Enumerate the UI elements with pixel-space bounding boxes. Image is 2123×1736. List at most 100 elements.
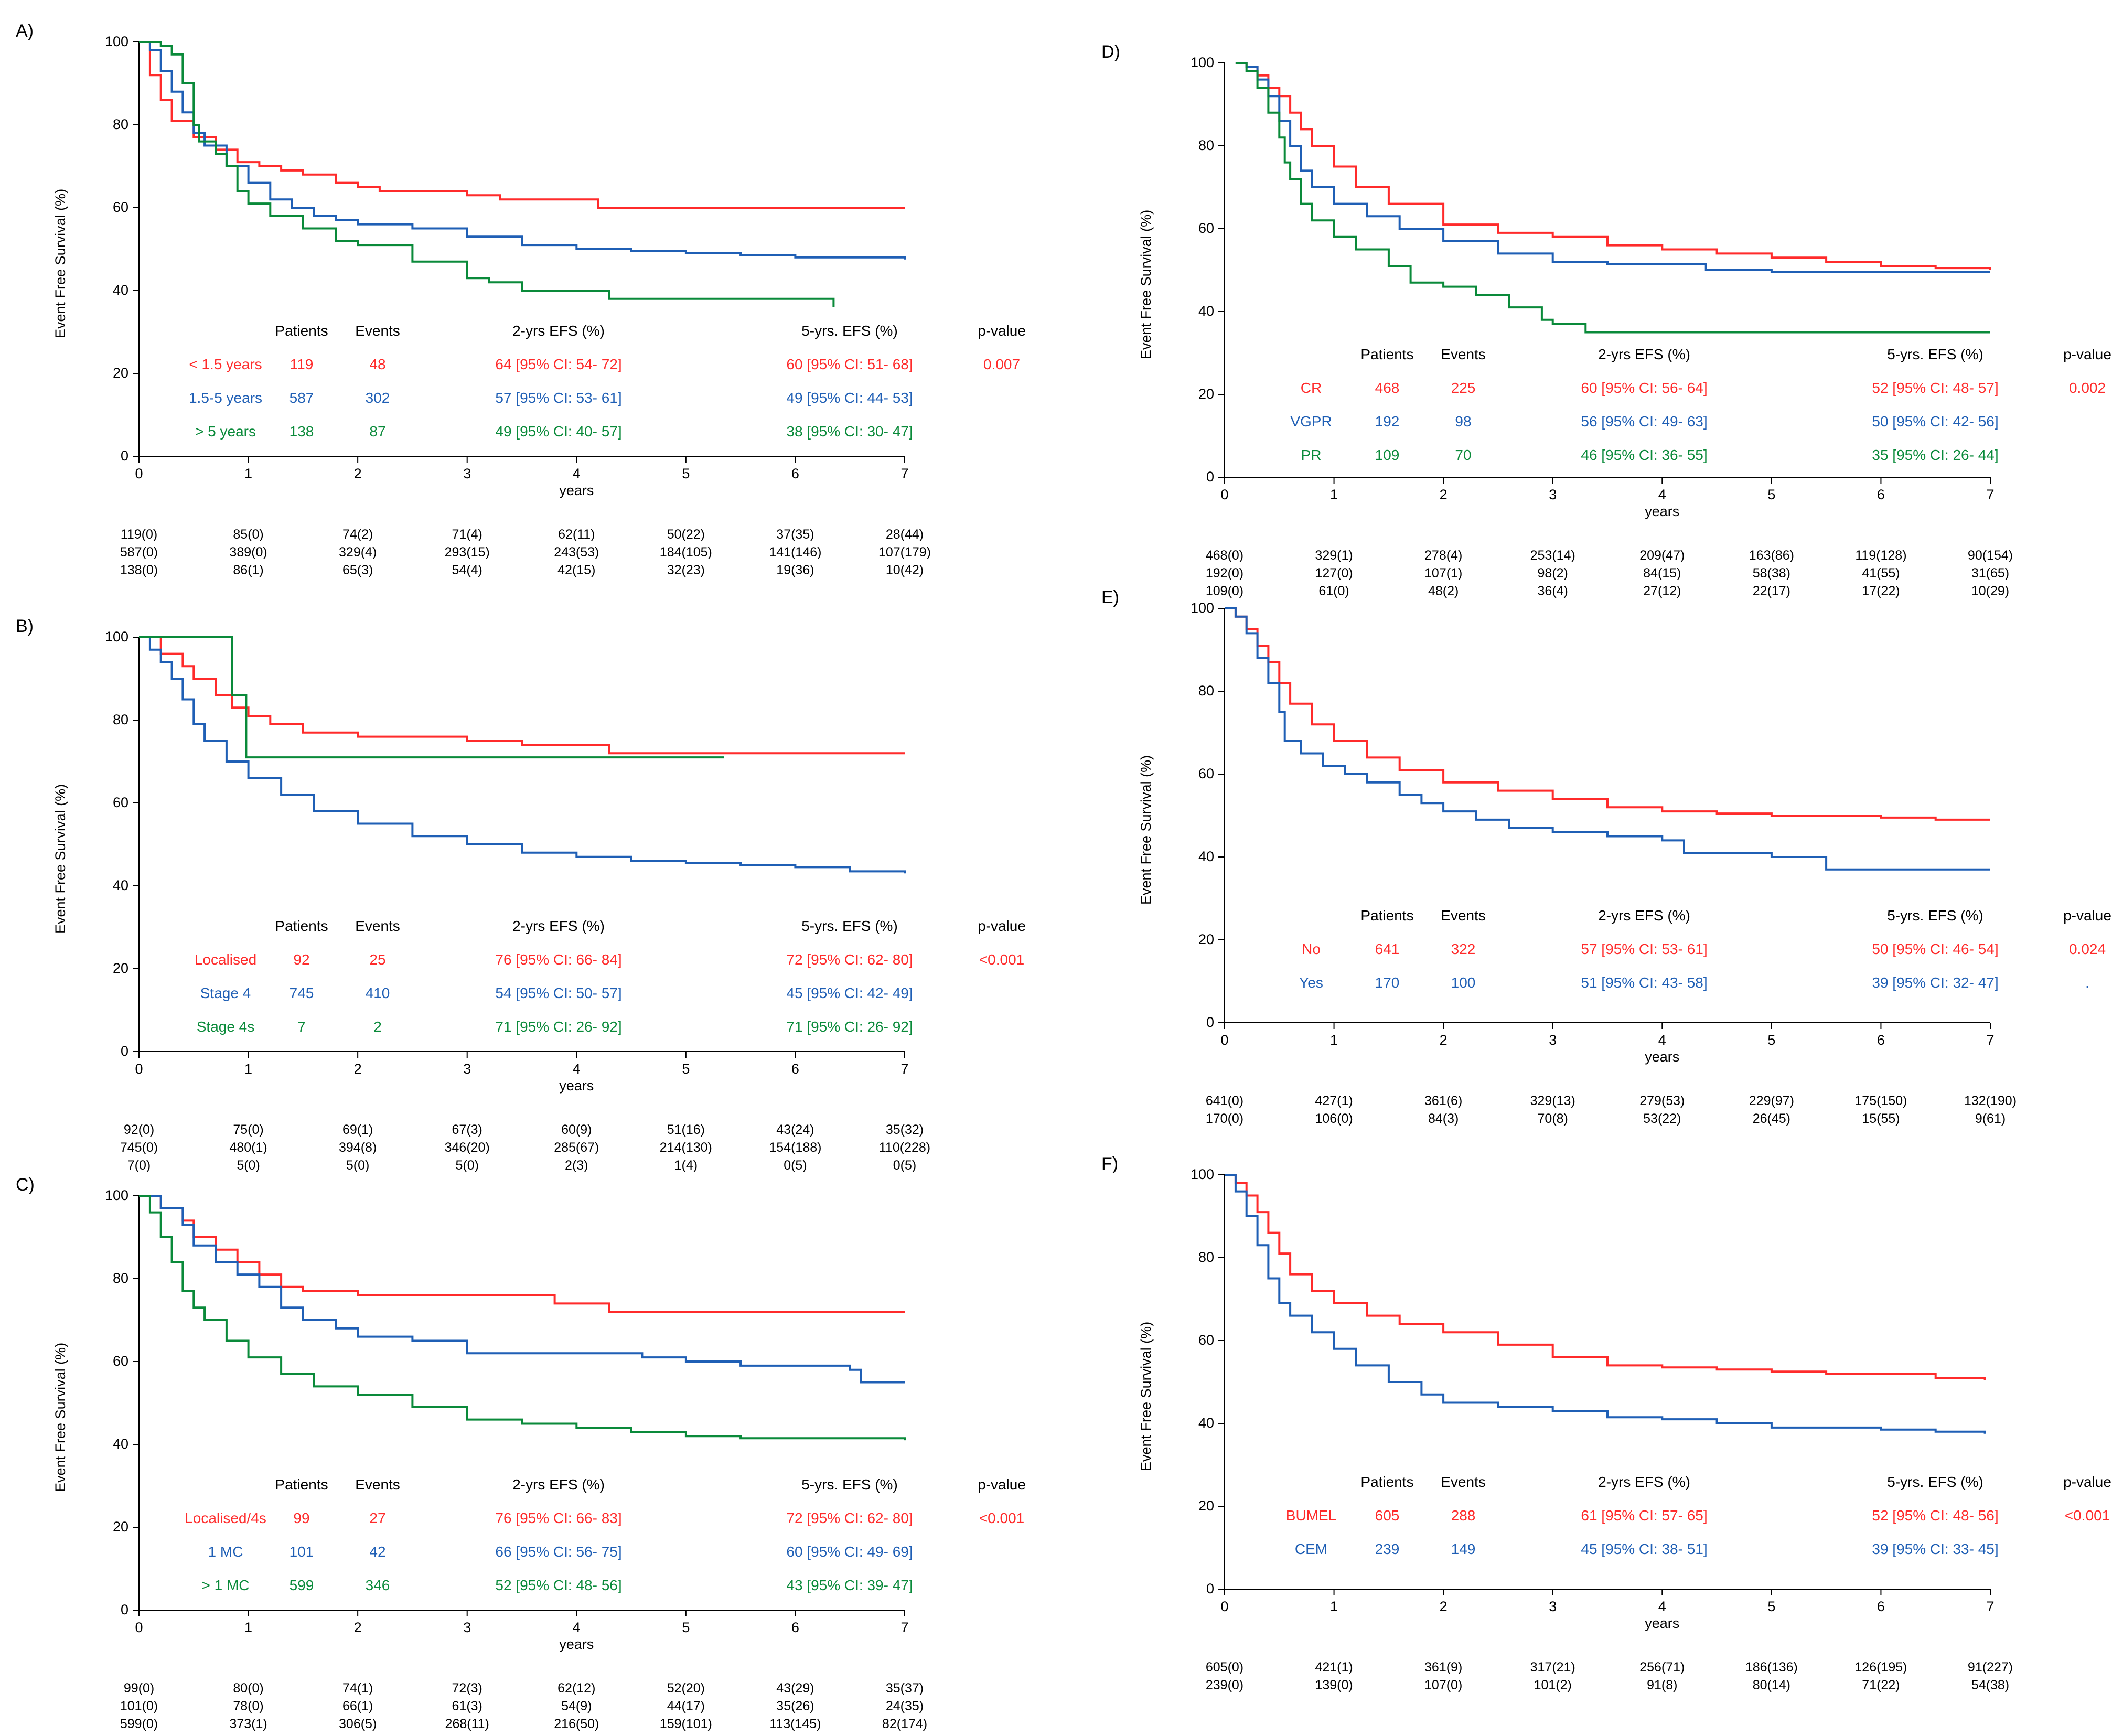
table-cell-events: 98 [1455,413,1472,430]
y-tick-label: 80 [112,116,128,132]
at-risk-count: 107(0) [1424,1678,1463,1692]
at-risk-count: 72(3) [452,1681,483,1696]
at-risk-count: 10(42) [885,563,924,577]
at-risk-count: 67(3) [452,1122,483,1137]
x-tick-label: 2 [353,1620,362,1635]
table-cell-pvalue: <0.001 [979,951,1025,968]
at-risk-count: 54(4) [452,563,483,577]
at-risk-count: 421(1) [1315,1660,1353,1675]
y-tick-label: 100 [104,629,128,645]
table-header-efs5: 5-yrs. EFS (%) [1887,907,1983,924]
y-tick-label: 20 [1198,931,1214,947]
table-header-events: Events [355,918,400,934]
series-line-localised [139,636,905,755]
at-risk-count: 86(1) [233,563,264,577]
y-tick-label: 40 [1198,849,1214,864]
x-tick-label: 0 [1220,1599,1229,1614]
table-cell-efs2: 45 [95% CI: 38- 51] [1581,1541,1708,1557]
at-risk-count: 70(8) [1537,1111,1568,1126]
x-tick-label: 3 [1549,487,1557,502]
at-risk-count: 48(2) [1428,584,1459,598]
table-cell-patients: 745 [289,985,314,1001]
table-cell-efs2: 71 [95% CI: 26- 92] [495,1019,622,1035]
series-line-localised-4s [139,1195,905,1313]
series-line-stage-4 [139,636,906,874]
at-risk-count: 243(53) [554,545,599,560]
chart-panel-a: A) 0 20 40 60 80 100 0 1 2 3 4 5 6 7 years Event Free Su… [16,21,1054,582]
x-tick-label: 0 [135,466,143,481]
y-tick-label: 80 [1198,1249,1214,1265]
y-tick-label: 0 [120,1602,128,1617]
x-tick-label: 7 [1986,1599,1995,1614]
table-header-efs5: 5-yrs. EFS (%) [801,1476,898,1493]
at-risk-count: 1(4) [674,1158,698,1173]
series-line-cem [1225,1174,1986,1434]
x-tick-label: 2 [1439,1599,1448,1614]
x-tick-label: 6 [791,1061,799,1077]
at-risk-count: 253(14) [1530,548,1575,563]
at-risk-count: 69(1) [342,1122,373,1137]
table-header-efs5: 5-yrs. EFS (%) [801,918,898,934]
table-cell-efs2: 56 [95% CI: 49- 63] [1581,413,1708,430]
y-tick-label: 20 [1198,386,1214,402]
table-cell-efs2: 54 [95% CI: 50- 57] [495,985,622,1001]
at-risk-count: 216(50) [554,1717,599,1731]
chart-panel-f: F) 0 20 40 60 80 100 0 1 2 3 4 5 6 7 years Event Free Su… [1101,1154,2123,1715]
y-tick-label: 20 [112,960,128,976]
group-label: VGPR [1290,413,1332,430]
at-risk-count: 42(15) [557,563,596,577]
y-tick-label: 0 [120,448,128,464]
table-cell-pvalue: 0.002 [2068,380,2106,396]
table-cell-efs2: 76 [95% CI: 66- 84] [495,951,622,968]
at-risk-count: 587(0) [120,545,158,560]
table-header-patients: Patients [1360,907,1414,924]
at-risk-count: 239(0) [1205,1678,1244,1692]
at-risk-count: 10(29) [1971,584,2010,598]
at-risk-count: 141(146) [769,545,822,560]
y-tick-label: 20 [1198,1498,1214,1514]
x-axis-label: years [1645,1615,1680,1631]
at-risk-count: 66(1) [342,1699,373,1713]
table-cell-events: 302 [365,390,390,406]
y-tick-label: 60 [1198,766,1214,781]
at-risk-count: 361(6) [1424,1094,1463,1108]
at-risk-count: 5(0) [346,1158,370,1173]
table-cell-patients: 468 [1375,380,1400,396]
table-cell-events: 48 [369,356,386,372]
x-tick-label: 0 [135,1061,143,1077]
x-tick-label: 4 [572,466,581,481]
at-risk-count: 62(12) [557,1681,596,1696]
at-risk-count: 5(0) [455,1158,479,1173]
at-risk-count: 15(55) [1862,1111,1900,1126]
y-axis-label: Event Free Survival (%) [1138,209,1154,359]
table-header-efs2: 2-yrs EFS (%) [1598,907,1690,924]
x-tick-label: 0 [1220,1032,1229,1048]
x-tick-label: 5 [1767,1032,1776,1048]
y-tick-label: 80 [112,1270,128,1286]
at-risk-count: 50(22) [667,527,705,542]
table-header-events: Events [1441,346,1486,362]
at-risk-count: 27(12) [1643,584,1681,598]
at-risk-count: 329(1) [1315,548,1353,563]
series-line-no [1225,607,1990,821]
table-cell-patients: 99 [293,1510,310,1526]
table-cell-events: 225 [1451,380,1476,396]
at-risk-count: 605(0) [1205,1660,1244,1675]
y-tick-label: 60 [1198,1332,1214,1348]
table-cell-efs2: 60 [95% CI: 56- 64] [1581,380,1708,396]
x-tick-label: 6 [791,1620,799,1635]
table-cell-patients: 92 [293,951,310,968]
km-plot-area [133,41,906,463]
series-line-yes [1225,607,1990,871]
table-header-efs2: 2-yrs EFS (%) [512,323,605,339]
table-cell-efs5: 49 [95% CI: 44- 53] [786,390,913,406]
at-risk-count: 24(35) [885,1699,924,1713]
x-tick-label: 7 [1986,1032,1995,1048]
y-tick-label: 80 [1198,683,1214,699]
at-risk-count: 75(0) [233,1122,264,1137]
table-cell-pvalue: 0.007 [983,356,1021,372]
at-risk-count: 91(227) [1967,1660,2013,1675]
table-cell-patients: 192 [1375,413,1400,430]
table-cell-efs5: 38 [95% CI: 30- 47] [786,423,913,440]
series-line-stage-4s [139,636,724,759]
